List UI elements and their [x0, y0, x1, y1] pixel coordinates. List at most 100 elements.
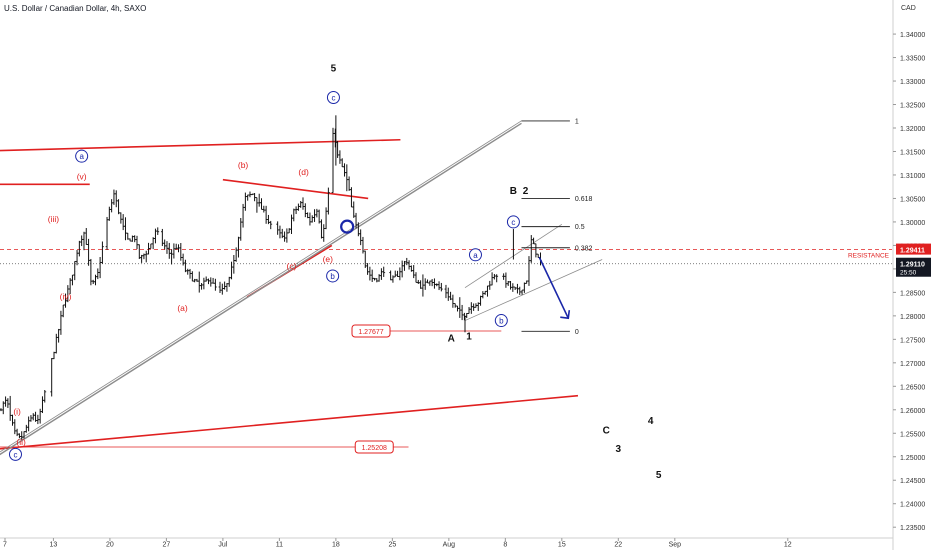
breakout-marker	[340, 219, 355, 234]
y-tick-label: 1.33500	[900, 56, 925, 63]
last-price-text: 1.29110	[900, 262, 925, 269]
trendline-8	[464, 259, 603, 321]
y-tick-label: 1.26500	[900, 384, 925, 391]
wave-label: (iv)	[60, 291, 72, 301]
price-axis[interactable]: CAD 1.34000 1.33500 1.33000 1.32500 1.32000 1.…	[893, 5, 931, 532]
forecast-arrow-shaft	[538, 256, 570, 319]
x-tick-label: 13	[50, 542, 58, 549]
wave-label: 4	[648, 416, 654, 427]
y-tick-label: 1.24500	[900, 478, 925, 485]
wave-label: (e)	[323, 254, 334, 264]
y-tick-label: 1.28500	[900, 290, 925, 297]
fibonacci-levels: 1 0.618 0.5 0.382 0	[521, 118, 593, 336]
wave-label: A	[448, 334, 455, 345]
price-callout-box	[351, 324, 391, 338]
circled-wave-label: c	[13, 450, 17, 459]
circled-wave-marker	[75, 149, 89, 163]
x-tick-label: 22	[614, 542, 622, 549]
wave-label: 1	[466, 331, 472, 342]
fib-level-label: 1	[575, 118, 579, 125]
circled-wave-marker	[8, 447, 22, 461]
y-tick-label: 1.24000	[900, 502, 925, 509]
chart-title: U.S. Dollar / Canadian Dollar, 4h, SAXO	[4, 4, 147, 13]
y-tick-label: 1.28000	[900, 314, 925, 321]
y-tick-label: 1.32500	[900, 103, 925, 110]
y-tick-label: 1.32000	[900, 126, 925, 133]
trendline-7	[0, 122, 522, 456]
fib-level-label: 0.5	[575, 224, 585, 231]
wave-label: (b)	[238, 160, 249, 170]
fib-level-label: 0	[575, 329, 579, 336]
y-tick-label: 1.27500	[900, 337, 925, 344]
x-tick-label: 12	[784, 542, 792, 549]
x-tick-label: 11	[276, 542, 283, 549]
y-tick-label: 1.30000	[900, 220, 925, 227]
y-tick-label: 1.23500	[900, 525, 925, 532]
x-tick-label: 8	[503, 542, 507, 549]
last-price-tag	[896, 257, 931, 277]
circled-wave-marker	[494, 314, 508, 328]
wave-label: C	[603, 425, 610, 436]
trendline-channel-7	[0, 120, 522, 453]
price-callout-text: 1.25208	[362, 445, 387, 452]
wave-label: 3	[616, 444, 622, 455]
circled-wave-marker	[326, 269, 340, 283]
x-tick-label: 25	[388, 542, 396, 549]
x-tick-label: 27	[163, 542, 171, 549]
circled-wave-marker	[468, 248, 482, 262]
fib-level-label: 0.382	[575, 245, 593, 252]
y-tick-label: 1.34000	[900, 32, 925, 39]
circled-wave-label: c	[511, 218, 515, 227]
circled-wave-marker	[326, 90, 340, 104]
y-tick-label: 1.27000	[900, 361, 925, 368]
circled-wave-label: a	[79, 152, 84, 161]
trendline-3	[222, 178, 369, 200]
x-tick-label: 7	[3, 542, 7, 549]
x-tick-label: Sep	[669, 542, 682, 549]
wave-label: (d)	[298, 167, 309, 177]
candles	[0, 115, 542, 441]
price-callout-text: 1.27677	[358, 329, 383, 336]
wave-label: 5	[331, 64, 337, 75]
circled-wave-label: b	[499, 317, 504, 326]
forecast-arrow-head	[560, 310, 571, 320]
x-tick-label: Jul	[218, 542, 227, 549]
y-tick-label: 1.26000	[900, 408, 925, 415]
resistance-label: RESISTANCE	[848, 253, 890, 260]
x-tick-label: 20	[106, 542, 114, 549]
wave-label: (iii)	[48, 214, 59, 224]
x-tick-label: 18	[332, 542, 340, 549]
y-tick-label: 1.31000	[900, 173, 925, 180]
price-callout-box	[354, 440, 394, 454]
wave-label: (v)	[77, 172, 87, 182]
wave-label: 2	[523, 186, 529, 197]
time-axis[interactable]: 7 13 20 27 Jul 11 18 25 Aug 8 15 22 Sep 12	[3, 538, 792, 549]
y-tick-label: 1.30500	[900, 196, 925, 203]
y-tick-label: 1.25000	[900, 455, 925, 462]
bar-countdown: 25:50	[900, 270, 917, 277]
currency-label: CAD	[901, 5, 916, 12]
circled-wave-label: a	[473, 251, 478, 260]
circled-wave-marker	[506, 215, 520, 229]
resistance-price-text: 1.29411	[900, 248, 925, 255]
wave-label: B	[510, 186, 517, 197]
y-tick-label: 1.31500	[900, 149, 925, 156]
wave-label: (i)	[13, 406, 21, 416]
y-tick-label: 1.33000	[900, 79, 925, 86]
circled-wave-label: c	[331, 93, 335, 102]
circled-wave-label: b	[330, 272, 335, 281]
x-tick-label: 15	[558, 542, 566, 549]
resistance-price-tag	[896, 243, 931, 255]
y-tick-label: 1.25500	[900, 431, 925, 438]
grid	[0, 0, 894, 550]
trendline-0	[0, 138, 401, 152]
trendline-1	[0, 394, 579, 450]
wave-label: 5	[656, 470, 662, 481]
fib-level-label: 0.618	[575, 196, 593, 203]
x-tick-label: Aug	[443, 542, 456, 549]
wave-label: (a)	[177, 303, 188, 313]
wave-label: (c)	[287, 261, 297, 271]
wave-annotations: (i)(ii)(iii)(iv)(v)(a)(b)(c)(d)(e)5A1B24…	[8, 64, 662, 481]
wave-label: (ii)	[16, 437, 26, 447]
